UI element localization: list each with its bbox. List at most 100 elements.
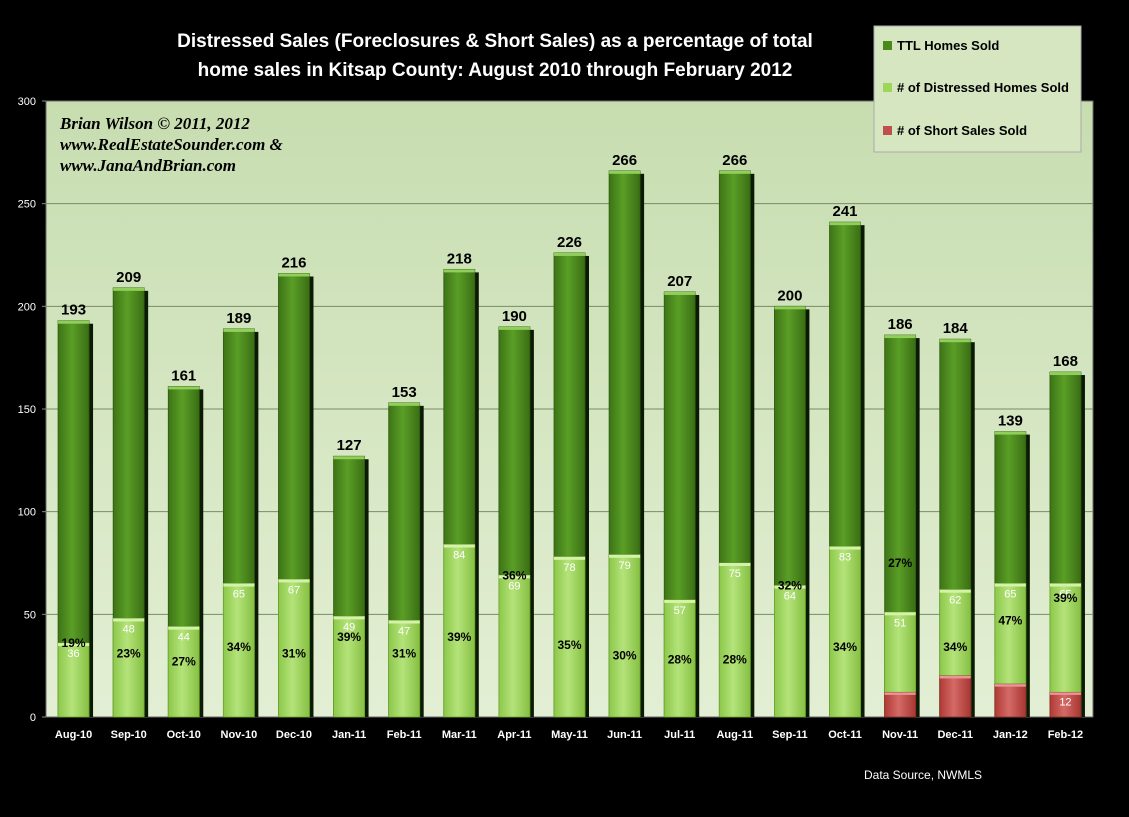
- watermark-line-1: Brian Wilson © 2011, 2012: [59, 114, 250, 133]
- bar-group-Jul-11: 207 57 28%: [663, 273, 700, 718]
- bar-total-cap: [774, 306, 806, 310]
- bar-distressed: [333, 615, 365, 718]
- distressed-value-label: 49: [343, 621, 355, 633]
- bar-group-Sep-10: 209 48 23%: [112, 269, 149, 718]
- distressed-value-label: 57: [674, 605, 686, 617]
- bar-distressed: [278, 579, 310, 718]
- total-value-label: 139: [998, 413, 1023, 430]
- bar-distressed-cap: [719, 563, 751, 566]
- x-tick-label: Sep-10: [111, 729, 147, 741]
- total-value-label: 189: [226, 310, 251, 327]
- bar-distressed: [443, 544, 476, 718]
- x-tick-label: Jul-11: [664, 729, 695, 741]
- bar-distressed-cap: [443, 544, 475, 548]
- x-tick-label: Apr-11: [497, 729, 531, 741]
- bar-distressed-cap: [498, 575, 530, 579]
- bar-distressed-cap: [664, 599, 696, 603]
- bar-short-sales: [884, 691, 917, 718]
- distressed-value-label: 51: [894, 617, 906, 629]
- percentage-label: 35%: [557, 638, 581, 652]
- bar-distressed-cap: [554, 556, 585, 560]
- x-tick-label: Aug-10: [55, 729, 92, 741]
- total-value-label: 153: [392, 384, 417, 401]
- bar-total-cap: [664, 291, 696, 295]
- distressed-value-label: 48: [123, 623, 135, 635]
- bar-distressed-cap: [168, 626, 200, 630]
- bar-total-cap: [719, 170, 751, 174]
- bar-total-cap: [113, 287, 145, 291]
- percentage-label: 30%: [613, 648, 637, 662]
- bar-distressed: [57, 642, 90, 718]
- bar-distressed: [718, 562, 751, 718]
- y-tick-label: 250: [18, 199, 36, 211]
- percentage-label: 23%: [117, 646, 141, 660]
- x-tick-label: Jun-11: [607, 729, 642, 741]
- x-tick-label: Jan-11: [332, 729, 366, 741]
- distressed-value-label: 65: [1004, 589, 1016, 601]
- bar-group-Oct-11: 241 83 34%: [829, 203, 865, 718]
- percentage-label: 27%: [172, 655, 196, 669]
- x-tick-label: Nov-11: [882, 729, 918, 741]
- total-value-label: 209: [116, 269, 141, 286]
- bar-total-cap: [278, 273, 310, 277]
- bar-total-cap: [554, 252, 585, 256]
- bar-total-cap: [388, 402, 420, 406]
- bar-distressed-cap: [609, 554, 641, 558]
- distressed-value-label: 84: [453, 550, 465, 562]
- distressed-value-label: 83: [839, 552, 851, 564]
- x-tick-label: Aug-11: [716, 729, 753, 741]
- bar-distressed: [388, 620, 421, 718]
- percentage-label: 28%: [723, 653, 747, 667]
- bar-group-Dec-11: 184 62 34%: [939, 320, 975, 718]
- distressed-value-label: 44: [178, 632, 190, 644]
- bar-total-cap: [939, 339, 971, 343]
- percentage-label: 39%: [1053, 591, 1077, 605]
- total-value-label: 218: [447, 250, 472, 267]
- bar-group-Feb-11: 153 47 31%: [388, 384, 424, 718]
- legend-box: [873, 25, 1082, 153]
- y-tick-label: 300: [18, 96, 36, 108]
- bar-group-Oct-10: 161 44 27%: [167, 367, 204, 718]
- x-tick-label: Jan-12: [993, 729, 1028, 741]
- bar-short-sales: [939, 675, 972, 718]
- legend-label-total: TTL Homes Sold: [897, 38, 999, 53]
- percentage-label: 27%: [888, 556, 912, 570]
- total-value-label: 200: [777, 287, 802, 304]
- y-tick-label: 200: [18, 301, 36, 313]
- bar-total-cap: [829, 222, 861, 226]
- distressed-value-label: 75: [729, 568, 741, 580]
- percentage-label: 39%: [447, 630, 471, 644]
- total-value-label: 127: [337, 437, 362, 454]
- legend-swatch-total: [883, 41, 892, 50]
- watermark-line-2: www.RealEstateSounder.com &: [60, 135, 284, 154]
- bar-group-Nov-10: 189 65 34%: [222, 310, 259, 718]
- short-sales-value-label: 12: [1059, 696, 1071, 708]
- bar-distressed-cap: [278, 579, 310, 583]
- bar-distressed: [222, 583, 255, 718]
- bar-total-cap: [884, 335, 916, 339]
- distressed-value-label: 79: [618, 560, 630, 572]
- percentage-label: 36%: [502, 568, 526, 582]
- bar-distressed: [829, 546, 861, 718]
- bar-distressed: [608, 554, 641, 718]
- x-tick-label: Dec-10: [276, 729, 312, 741]
- bar-total-cap: [443, 269, 475, 273]
- percentage-label: 31%: [392, 646, 416, 660]
- bar-distressed: [553, 556, 586, 718]
- legend-swatch-distressed: [883, 83, 892, 92]
- bar-short-cap: [1049, 692, 1081, 695]
- bar-total-cap: [609, 170, 641, 174]
- bar-total-cap: [58, 320, 90, 324]
- percentage-label: 47%: [998, 613, 1022, 627]
- distressed-value-label: 69: [508, 580, 520, 592]
- bar-distressed: [498, 574, 531, 718]
- percentage-label: 34%: [227, 640, 251, 654]
- bar-distressed: [663, 599, 696, 718]
- total-value-label: 186: [888, 316, 913, 333]
- total-value-label: 241: [833, 203, 858, 220]
